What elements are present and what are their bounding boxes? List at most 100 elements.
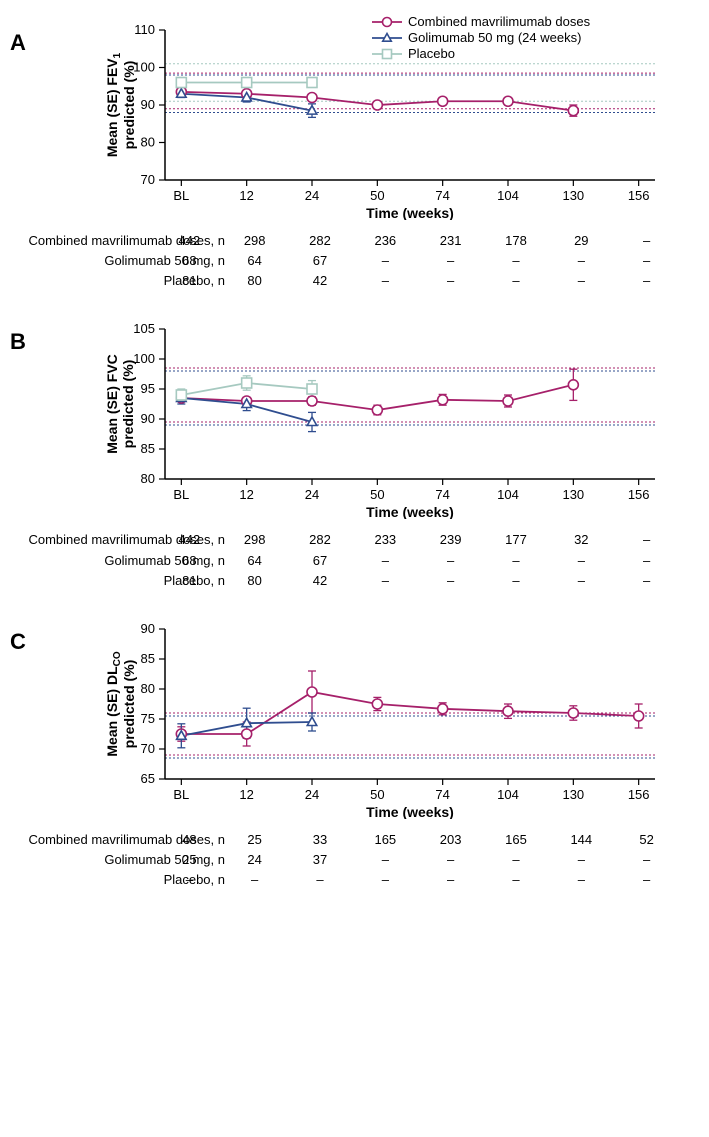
svg-text:24: 24 xyxy=(305,487,319,502)
n-table-cell: – xyxy=(614,850,679,870)
svg-text:Time (weeks): Time (weeks) xyxy=(366,205,454,220)
n-table-row: Placebo, n818042––––– xyxy=(10,271,699,291)
n-table-cell: 203 xyxy=(418,830,483,850)
svg-text:12: 12 xyxy=(239,787,253,802)
n-table-cell: 442 xyxy=(157,231,222,251)
n-table-cell: – xyxy=(353,870,418,890)
panel-letter: B xyxy=(10,329,26,355)
figure-panel: C657075808590BL12245074104130156Time (we… xyxy=(10,619,699,890)
n-table-cell: – xyxy=(614,271,679,291)
n-table-cell: 64 xyxy=(222,251,287,271)
chart: 708090100110BL12245074104130156Time (wee… xyxy=(105,20,699,225)
svg-text:156: 156 xyxy=(628,487,650,502)
n-table-cell: 233 xyxy=(353,530,418,550)
n-table-row: Golimumab 50 mg, n686467––––– xyxy=(10,551,699,571)
n-table-cell: 67 xyxy=(287,551,352,571)
n-table-cell: – xyxy=(418,271,483,291)
n-table-cell: – xyxy=(483,271,548,291)
svg-text:156: 156 xyxy=(628,787,650,802)
n-table-cell: 32 xyxy=(549,530,614,550)
n-table-cell: – xyxy=(483,870,548,890)
n-table-row: Placebo, n–––––––– xyxy=(10,870,699,890)
n-table-cell: – xyxy=(418,571,483,591)
svg-text:70: 70 xyxy=(141,172,155,187)
svg-text:50: 50 xyxy=(370,487,384,502)
n-table-cell: 178 xyxy=(483,231,548,251)
n-table-cell: 52 xyxy=(614,830,679,850)
n-table-cell: 239 xyxy=(418,530,483,550)
n-table-row: Golimumab 50 mg, n252437––––– xyxy=(10,850,699,870)
svg-text:80: 80 xyxy=(141,681,155,696)
n-table-row: Combined mavrilimumab doses, n4825331652… xyxy=(10,830,699,850)
n-table-cell: 165 xyxy=(353,830,418,850)
n-table-row: Placebo, n818042––––– xyxy=(10,571,699,591)
svg-text:104: 104 xyxy=(497,188,519,203)
svg-text:95: 95 xyxy=(141,381,155,396)
svg-text:110: 110 xyxy=(134,22,155,37)
n-table-cell: 68 xyxy=(157,551,222,571)
n-table-cell: 298 xyxy=(222,530,287,550)
n-table: Combined mavrilimumab doses, n4422982822… xyxy=(10,530,699,590)
svg-text:104: 104 xyxy=(497,787,519,802)
n-table-cell: – xyxy=(483,551,548,571)
n-table-cell: – xyxy=(549,571,614,591)
panel-letter: A xyxy=(10,30,26,56)
n-table-cell: – xyxy=(614,231,679,251)
n-table-cell: 80 xyxy=(222,571,287,591)
svg-text:105: 105 xyxy=(133,321,155,336)
chart: 657075808590BL12245074104130156Time (wee… xyxy=(105,619,699,824)
n-table-cell: – xyxy=(353,271,418,291)
n-table-cell: – xyxy=(353,571,418,591)
svg-text:BL: BL xyxy=(173,188,189,203)
n-table-cell: – xyxy=(614,251,679,271)
n-table-cell: – xyxy=(353,251,418,271)
svg-text:12: 12 xyxy=(239,188,253,203)
n-table-cell: – xyxy=(614,870,679,890)
svg-text:104: 104 xyxy=(497,487,519,502)
svg-text:85: 85 xyxy=(141,441,155,456)
n-table-cell: 42 xyxy=(287,571,352,591)
n-table-cell: – xyxy=(287,870,352,890)
n-table-cell: 81 xyxy=(157,271,222,291)
n-table-cell: 29 xyxy=(549,231,614,251)
n-table-cell: – xyxy=(418,251,483,271)
n-table-cell: 80 xyxy=(222,271,287,291)
n-table-cell: 42 xyxy=(287,271,352,291)
figure-panel: ACombined mavrilimumab dosesGolimumab 50… xyxy=(10,20,699,291)
n-table-cell: 25 xyxy=(157,850,222,870)
n-table-cell: 68 xyxy=(157,251,222,271)
panel-letter: C xyxy=(10,629,26,655)
n-table-cell: 64 xyxy=(222,551,287,571)
n-table-cell: 144 xyxy=(549,830,614,850)
svg-text:75: 75 xyxy=(141,711,155,726)
svg-text:12: 12 xyxy=(239,487,253,502)
n-table-cell: 37 xyxy=(287,850,352,870)
n-table-row: Combined mavrilimumab doses, n4422982822… xyxy=(10,530,699,550)
n-table-cell: – xyxy=(483,850,548,870)
svg-text:50: 50 xyxy=(370,787,384,802)
n-table-cell: – xyxy=(222,870,287,890)
n-table-cell: – xyxy=(549,551,614,571)
svg-text:74: 74 xyxy=(435,787,449,802)
n-table-row: Golimumab 50 mg, n686467––––– xyxy=(10,251,699,271)
n-table-cell: 48 xyxy=(157,830,222,850)
svg-text:130: 130 xyxy=(562,787,584,802)
svg-text:24: 24 xyxy=(305,787,319,802)
n-table-cell: 298 xyxy=(222,231,287,251)
n-table-cell: 236 xyxy=(353,231,418,251)
svg-text:80: 80 xyxy=(141,135,155,150)
svg-text:Time (weeks): Time (weeks) xyxy=(366,804,454,819)
n-table-cell: 231 xyxy=(418,231,483,251)
svg-text:130: 130 xyxy=(562,487,584,502)
n-table-row: Combined mavrilimumab doses, n4422982822… xyxy=(10,231,699,251)
svg-text:90: 90 xyxy=(141,97,155,112)
svg-text:90: 90 xyxy=(141,621,155,636)
n-table-cell: 24 xyxy=(222,850,287,870)
n-table-cell: – xyxy=(483,251,548,271)
n-table-cell: – xyxy=(353,850,418,870)
n-table-cell: – xyxy=(549,251,614,271)
n-table-cell: – xyxy=(418,850,483,870)
svg-text:156: 156 xyxy=(628,188,650,203)
svg-text:50: 50 xyxy=(370,188,384,203)
n-table-cell: – xyxy=(549,850,614,870)
